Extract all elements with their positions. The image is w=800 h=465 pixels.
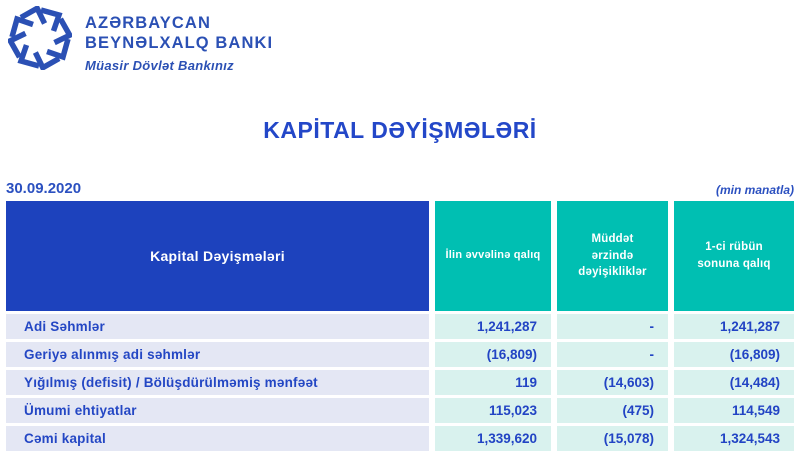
row-value: 1,241,287 xyxy=(435,314,551,339)
row-value: (15,078) xyxy=(557,426,668,451)
report-date: 30.09.2020 xyxy=(6,180,82,197)
row-label: Adi Səhmlər xyxy=(6,314,429,339)
table-row: Yığılmış (defisit) / Bölüşdürülməmiş mən… xyxy=(6,370,794,395)
table-row: Geriyə alınmış adi səhmlər (16,809) - (1… xyxy=(6,342,794,367)
row-value: 1,339,620 xyxy=(435,426,551,451)
row-value: (16,809) xyxy=(435,342,551,367)
brand-header: AZƏRBAYCAN BEYNƏLXALQ BANKI Müasir Dövlə… xyxy=(0,0,800,73)
bank-name: AZƏRBAYCAN BEYNƏLXALQ BANKI xyxy=(85,14,273,54)
row-label: Cəmi kapital xyxy=(6,426,429,451)
unit-note: (min manatla) xyxy=(715,183,794,197)
row-value: (475) xyxy=(557,398,668,423)
table-header-col-quarter-end-balance: 1-ci rübün sonuna qalıq xyxy=(674,201,794,311)
table-header-col-period-changes: Müddət ərzində dəyişikliklər xyxy=(557,201,668,311)
row-value: - xyxy=(557,314,668,339)
row-label: Yığılmış (defisit) / Bölüşdürülməmiş mən… xyxy=(6,370,429,395)
row-value: - xyxy=(557,342,668,367)
bank-logo-icon xyxy=(6,4,74,72)
table-header-label: Kapital Dəyişmələri xyxy=(6,201,429,311)
bank-tagline: Müasir Dövlət Bankınız xyxy=(85,57,234,73)
row-value: 114,549 xyxy=(674,398,794,423)
row-value: (14,603) xyxy=(557,370,668,395)
row-value: 115,023 xyxy=(435,398,551,423)
table-header-row: Kapital Dəyişmələri İlin əvvəlinə qalıq … xyxy=(6,201,794,311)
row-value: 1,324,543 xyxy=(674,426,794,451)
table-row: Ümumi ehtiyatlar 115,023 (475) 114,549 xyxy=(6,398,794,423)
row-label: Geriyə alınmış adi səhmlər xyxy=(6,342,429,367)
row-value: 119 xyxy=(435,370,551,395)
row-label: Ümumi ehtiyatlar xyxy=(6,398,429,423)
page-title: KAPİTAL DƏYİŞMƏLƏRİ xyxy=(263,117,537,143)
bank-name-line1: AZƏRBAYCAN xyxy=(85,14,211,32)
table-row: Adi Səhmlər 1,241,287 - 1,241,287 xyxy=(6,314,794,339)
capital-changes-table: Kapital Dəyişmələri İlin əvvəlinə qalıq … xyxy=(6,201,794,451)
table-header-col-opening-balance: İlin əvvəlinə qalıq xyxy=(435,201,551,311)
brand-text-block: AZƏRBAYCAN BEYNƏLXALQ BANKI Müasir Dövlə… xyxy=(85,6,273,73)
row-value: (16,809) xyxy=(674,342,794,367)
row-value: 1,241,287 xyxy=(674,314,794,339)
row-value: (14,484) xyxy=(674,370,794,395)
bank-name-line2: BEYNƏLXALQ BANKI xyxy=(85,33,274,52)
table-row: Cəmi kapital 1,339,620 (15,078) 1,324,54… xyxy=(6,426,794,451)
meta-row: 30.09.2020 (min manatla) xyxy=(6,180,794,197)
